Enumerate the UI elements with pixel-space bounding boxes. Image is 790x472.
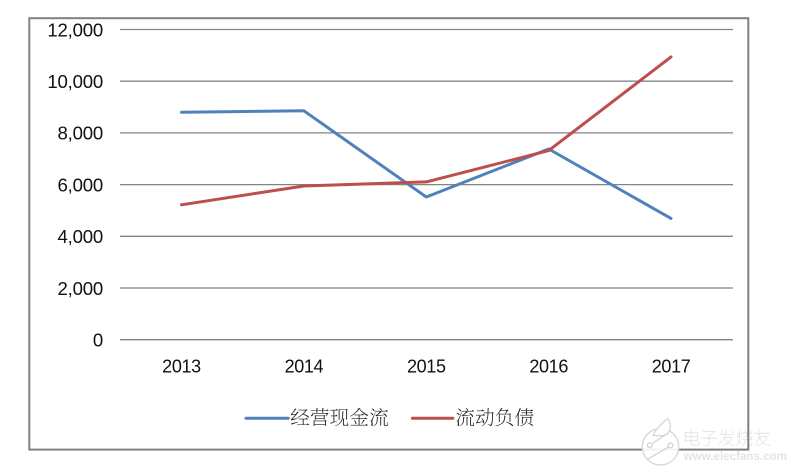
svg-text:12,000: 12,000 xyxy=(47,19,103,40)
svg-text:8,000: 8,000 xyxy=(57,123,103,144)
svg-text:2014: 2014 xyxy=(285,357,324,377)
svg-text:10,000: 10,000 xyxy=(47,71,103,92)
svg-text:2015: 2015 xyxy=(407,357,446,377)
svg-text:www.elecfans.com: www.elecfans.com xyxy=(683,449,787,463)
svg-text:2013: 2013 xyxy=(162,357,201,377)
svg-text:0: 0 xyxy=(93,330,103,351)
svg-text:2016: 2016 xyxy=(529,357,568,377)
svg-text:4,000: 4,000 xyxy=(57,226,103,247)
svg-text:2017: 2017 xyxy=(652,357,691,377)
svg-text:6,000: 6,000 xyxy=(57,174,103,195)
svg-text:2,000: 2,000 xyxy=(57,278,103,299)
